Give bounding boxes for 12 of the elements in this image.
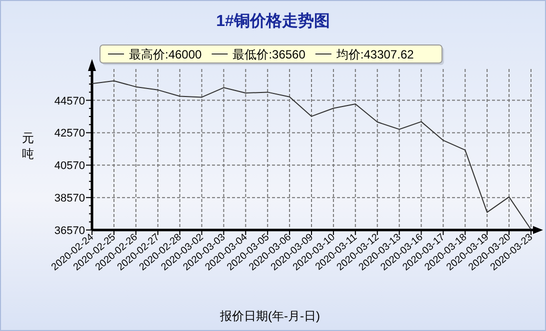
x-axis-title: 报价日期(年-月-日) xyxy=(219,309,320,323)
text: 最高价:46000 xyxy=(129,48,202,62)
y-tick-label: 42570 xyxy=(54,128,85,140)
y-axis-title: 元吨 xyxy=(22,131,34,161)
y-tick-label: 38570 xyxy=(54,192,85,205)
y-tick-label: 44570 xyxy=(54,95,85,108)
text: 均价:43307.62 xyxy=(335,48,414,62)
text: 最低价:36560 xyxy=(232,48,306,62)
line-series xyxy=(92,80,532,230)
y-tick-label: 40570 xyxy=(54,160,85,172)
y-tick-label: 36570 xyxy=(54,225,85,237)
chart-title: 1#铜价格走势图 xyxy=(216,12,330,30)
